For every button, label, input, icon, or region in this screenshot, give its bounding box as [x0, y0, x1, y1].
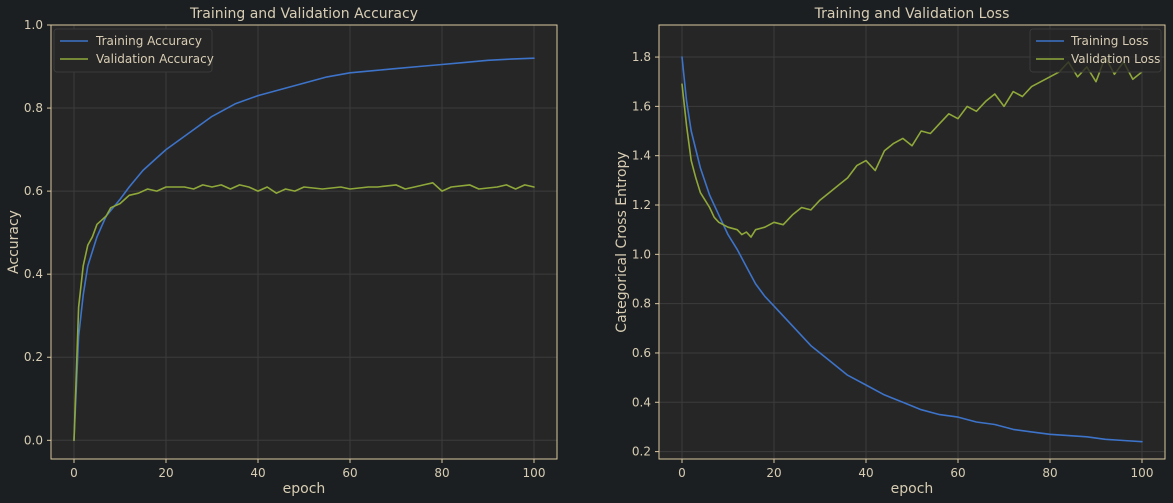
loss-ytick-label-0: 0.2: [632, 445, 651, 459]
loss-plot-area: [659, 25, 1165, 459]
loss-legend-box: [1029, 28, 1162, 73]
accuracy-xtick-label-1: 20: [158, 466, 173, 480]
series-line-validation-loss: [681, 56, 1143, 238]
accuracy-ytick-label-2: 0.4: [24, 267, 43, 281]
accuracy-legend: Training Accuracy Validation Accuracy: [53, 28, 214, 73]
accuracy-xtick-label-4: 80: [434, 466, 449, 480]
accuracy-xtick-label-2: 40: [250, 466, 265, 480]
loss-ytick-label-5: 1.2: [632, 198, 651, 212]
series-line-training-accuracy: [73, 57, 535, 442]
accuracy-ytick-label-3: 0.6: [24, 184, 43, 198]
legend-training-loss-label: Training Loss: [1070, 34, 1148, 48]
loss-xtick-label-3: 60: [950, 466, 965, 480]
loss-ylabel: Categorical Cross Entropy: [614, 151, 630, 332]
accuracy-plot-area: [51, 25, 557, 459]
loss-xtick-label-1: 20: [766, 466, 781, 480]
loss-xlabel: epoch: [891, 481, 934, 497]
accuracy-ylabel: Accuracy: [6, 210, 22, 274]
loss-grid: [659, 25, 1165, 459]
loss-ytick-label-7: 1.6: [632, 99, 651, 113]
legend-training-accuracy-label: Training Accuracy: [95, 34, 202, 48]
loss-title: Training and Validation Loss: [814, 6, 1010, 22]
accuracy-grid: [51, 24, 557, 459]
loss-ticks: 0 20 40 60 80 100 0.2 0.4 0.6 0.8 1.0 1.2 1.4 1.6 1.8: [632, 50, 1154, 480]
loss-series: [681, 56, 1143, 443]
loss-legend: Training Loss Validation Loss: [1029, 28, 1162, 73]
accuracy-legend-box: [53, 28, 213, 73]
loss-ytick-label-3: 0.8: [632, 297, 651, 311]
accuracy-xtick-label-5: 100: [523, 466, 546, 480]
loss-axes-border: [658, 24, 1166, 460]
loss-xtick-label-2: 40: [858, 466, 873, 480]
legend-validation-loss-label: Validation Loss: [1071, 52, 1160, 66]
loss-ytick-label-2: 0.6: [632, 346, 651, 360]
loss-xtick-label-4: 80: [1042, 466, 1057, 480]
loss-xtick-label-5: 100: [1131, 466, 1154, 480]
accuracy-xlabel: epoch: [283, 481, 326, 497]
accuracy-ytick-label-4: 0.8: [24, 101, 43, 115]
accuracy-ytick-label-0: 0.0: [24, 433, 43, 447]
loss-ytick-label-4: 1.0: [632, 247, 651, 261]
accuracy-series: [73, 57, 535, 442]
accuracy-panel: 0 20 40 60 80 100 0.0 0.2 0.4 0.6 0.8 1.0 Training …: [6, 6, 558, 497]
series-line-validation-accuracy: [73, 182, 535, 442]
accuracy-xtick-label-0: 0: [70, 466, 78, 480]
loss-panel: 0 20 40 60 80 1000.20.40.60.81.01.21.41.61.8 …: [614, 6, 1166, 497]
loss-ytick-label-1: 0.4: [632, 395, 651, 409]
accuracy-ytick-label-5: 1.0: [24, 18, 43, 32]
accuracy-title: Training and Validation Accuracy: [189, 6, 418, 22]
accuracy-ticks: 0 20 40 60 80 100 0.0 0.2 0.4 0.6 0.8 1.0: [24, 18, 546, 480]
legend-validation-accuracy-label: Validation Accuracy: [96, 52, 214, 66]
loss-ytick-label-8: 1.8: [632, 50, 651, 64]
accuracy-xtick-label-3: 60: [342, 466, 357, 480]
loss-xtick-label-0: 0: [678, 466, 686, 480]
series-line-training-loss: [681, 56, 1143, 443]
loss-ytick-label-6: 1.4: [632, 149, 651, 163]
accuracy-axes-border: [50, 24, 558, 460]
accuracy-ytick-label-1: 0.2: [24, 350, 43, 364]
